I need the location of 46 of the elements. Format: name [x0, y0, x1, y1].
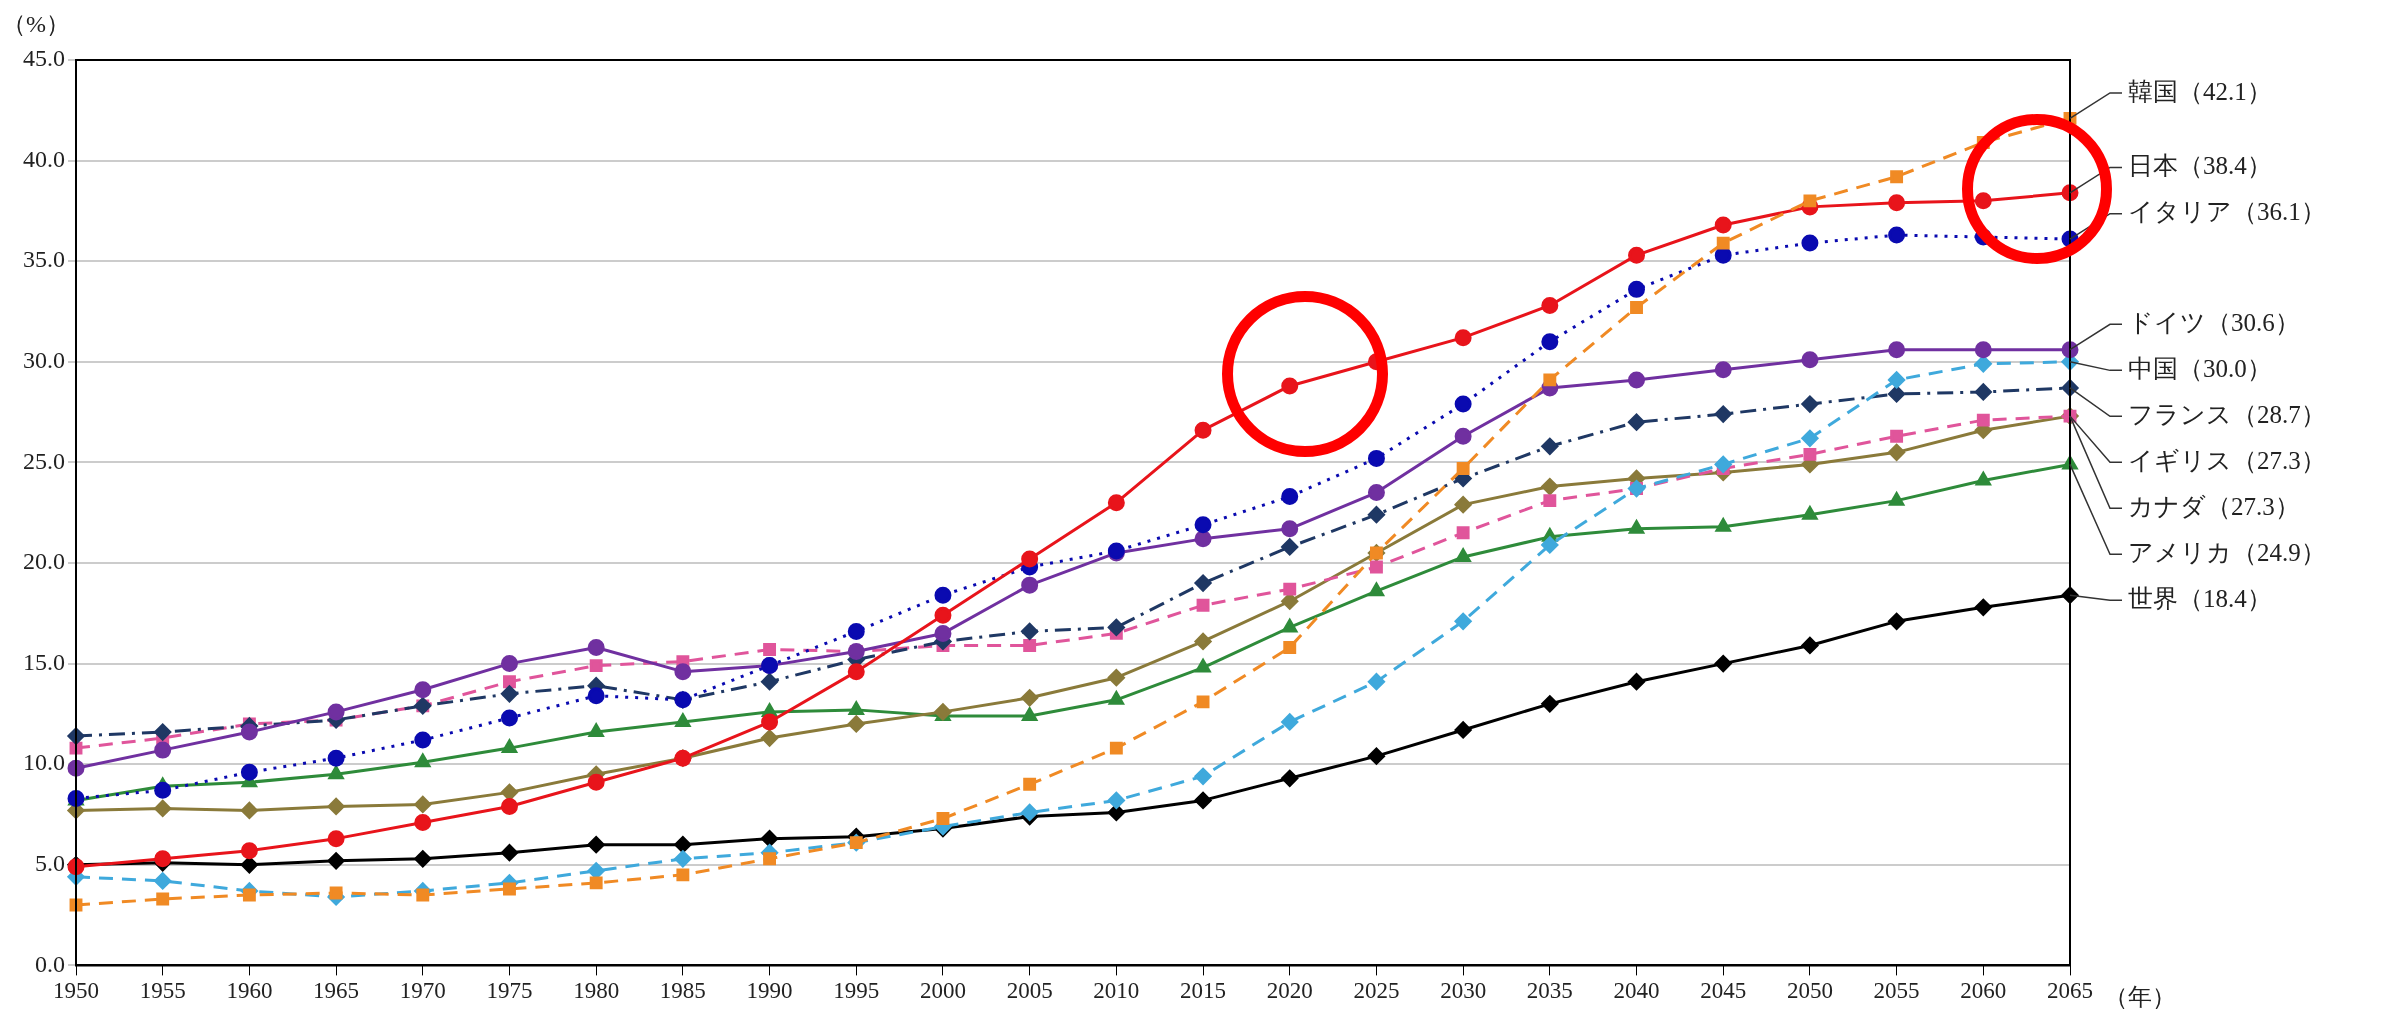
x-tick-label: 1965	[313, 978, 360, 1004]
x-tick-label: 2045	[1700, 978, 1747, 1004]
y-tick-label: 30.0	[23, 347, 65, 374]
text: フランス（28.7）	[2128, 400, 2326, 428]
y-tick-label: 15.0	[23, 648, 65, 675]
x-tick-label: 2030	[1440, 978, 1487, 1004]
x-tick-label: 2065	[2047, 978, 2093, 1004]
y-axis-title: （%）	[2, 11, 70, 37]
text: イギリス（27.3）	[2128, 446, 2326, 474]
x-tick-label: 1990	[746, 978, 793, 1004]
y-tick-label: 45.0	[23, 45, 65, 72]
y-tick-label: 10.0	[23, 749, 65, 776]
text: 日本（38.4）	[2128, 151, 2272, 179]
x-tick-label: 2050	[1786, 978, 1833, 1004]
y-tick-label: 5.0	[35, 850, 65, 877]
x-tick-label: 2000	[919, 978, 966, 1004]
x-tick-label: 2020	[1266, 978, 1313, 1004]
x-tick-label: 1975	[486, 978, 533, 1004]
x-tick-label: 1970	[399, 978, 446, 1004]
text: 韓国（42.1）	[2128, 77, 2272, 105]
y-tick-label: 25.0	[23, 447, 65, 474]
y-tick-label: 40.0	[23, 145, 65, 172]
x-tick-label: 2055	[1873, 978, 1920, 1004]
text: 中国（30.0）	[2128, 354, 2272, 382]
y-tick-label: 35.0	[23, 246, 65, 273]
text: アメリカ（24.9）	[2128, 538, 2326, 566]
x-tick-label: 1995	[833, 978, 880, 1004]
x-tick-label: 1955	[139, 978, 186, 1004]
text: ドイツ（30.6）	[2128, 308, 2300, 336]
text: カナダ（27.3）	[2128, 492, 2300, 520]
y-tick-label: 0.0	[35, 950, 65, 977]
x-tick-label: 2025	[1353, 978, 1400, 1004]
x-tick-label: 2040	[1613, 978, 1660, 1004]
y-tick-label: 20.0	[23, 548, 65, 575]
x-tick-label: 1985	[659, 978, 706, 1004]
x-tick-label: 1980	[573, 978, 620, 1004]
text: イタリア（36.1）	[2128, 198, 2326, 226]
x-axis-title: （年）	[2104, 984, 2176, 1011]
x-tick-label: 2015	[1180, 978, 1227, 1004]
x-tick-label: 2060	[1960, 978, 2007, 1004]
x-tick-label: 1960	[226, 978, 273, 1004]
x-tick-label: 2035	[1526, 978, 1573, 1004]
x-tick-label: 2005	[1006, 978, 1053, 1004]
text: 世界（18.4）	[2128, 584, 2272, 612]
x-tick-label: 2010	[1093, 978, 1140, 1004]
x-tick-label: 1950	[53, 978, 99, 1004]
